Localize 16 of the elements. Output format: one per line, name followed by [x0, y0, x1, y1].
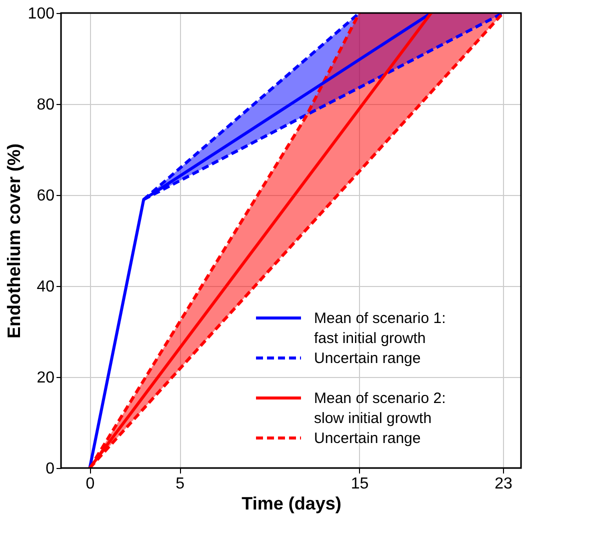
y-tick-label: 80 — [36, 96, 55, 114]
y-tick-label: 40 — [36, 278, 55, 296]
legend-label: Uncertain range — [314, 350, 421, 367]
y-tick-label: 0 — [46, 460, 55, 478]
y-tick-label: 60 — [36, 188, 55, 204]
y-tick-label: 20 — [36, 370, 55, 386]
x-tick-label: 23 — [494, 476, 513, 492]
y-tick-label: 100 — [28, 6, 55, 22]
legend-label: Mean of scenario 2: slow initial growth — [314, 390, 446, 427]
legend-label: Uncertain range — [314, 430, 421, 447]
legend-label: Mean of scenario 1: fast initial growth — [314, 310, 446, 347]
x-tick-label: 15 — [350, 476, 369, 492]
x-tick-label: 0 — [86, 476, 95, 492]
x-tick-label: 5 — [176, 476, 185, 492]
x-axis-title: Time (days) — [242, 494, 342, 514]
y-axis-title: Endothelium cover (%) — [4, 143, 24, 339]
